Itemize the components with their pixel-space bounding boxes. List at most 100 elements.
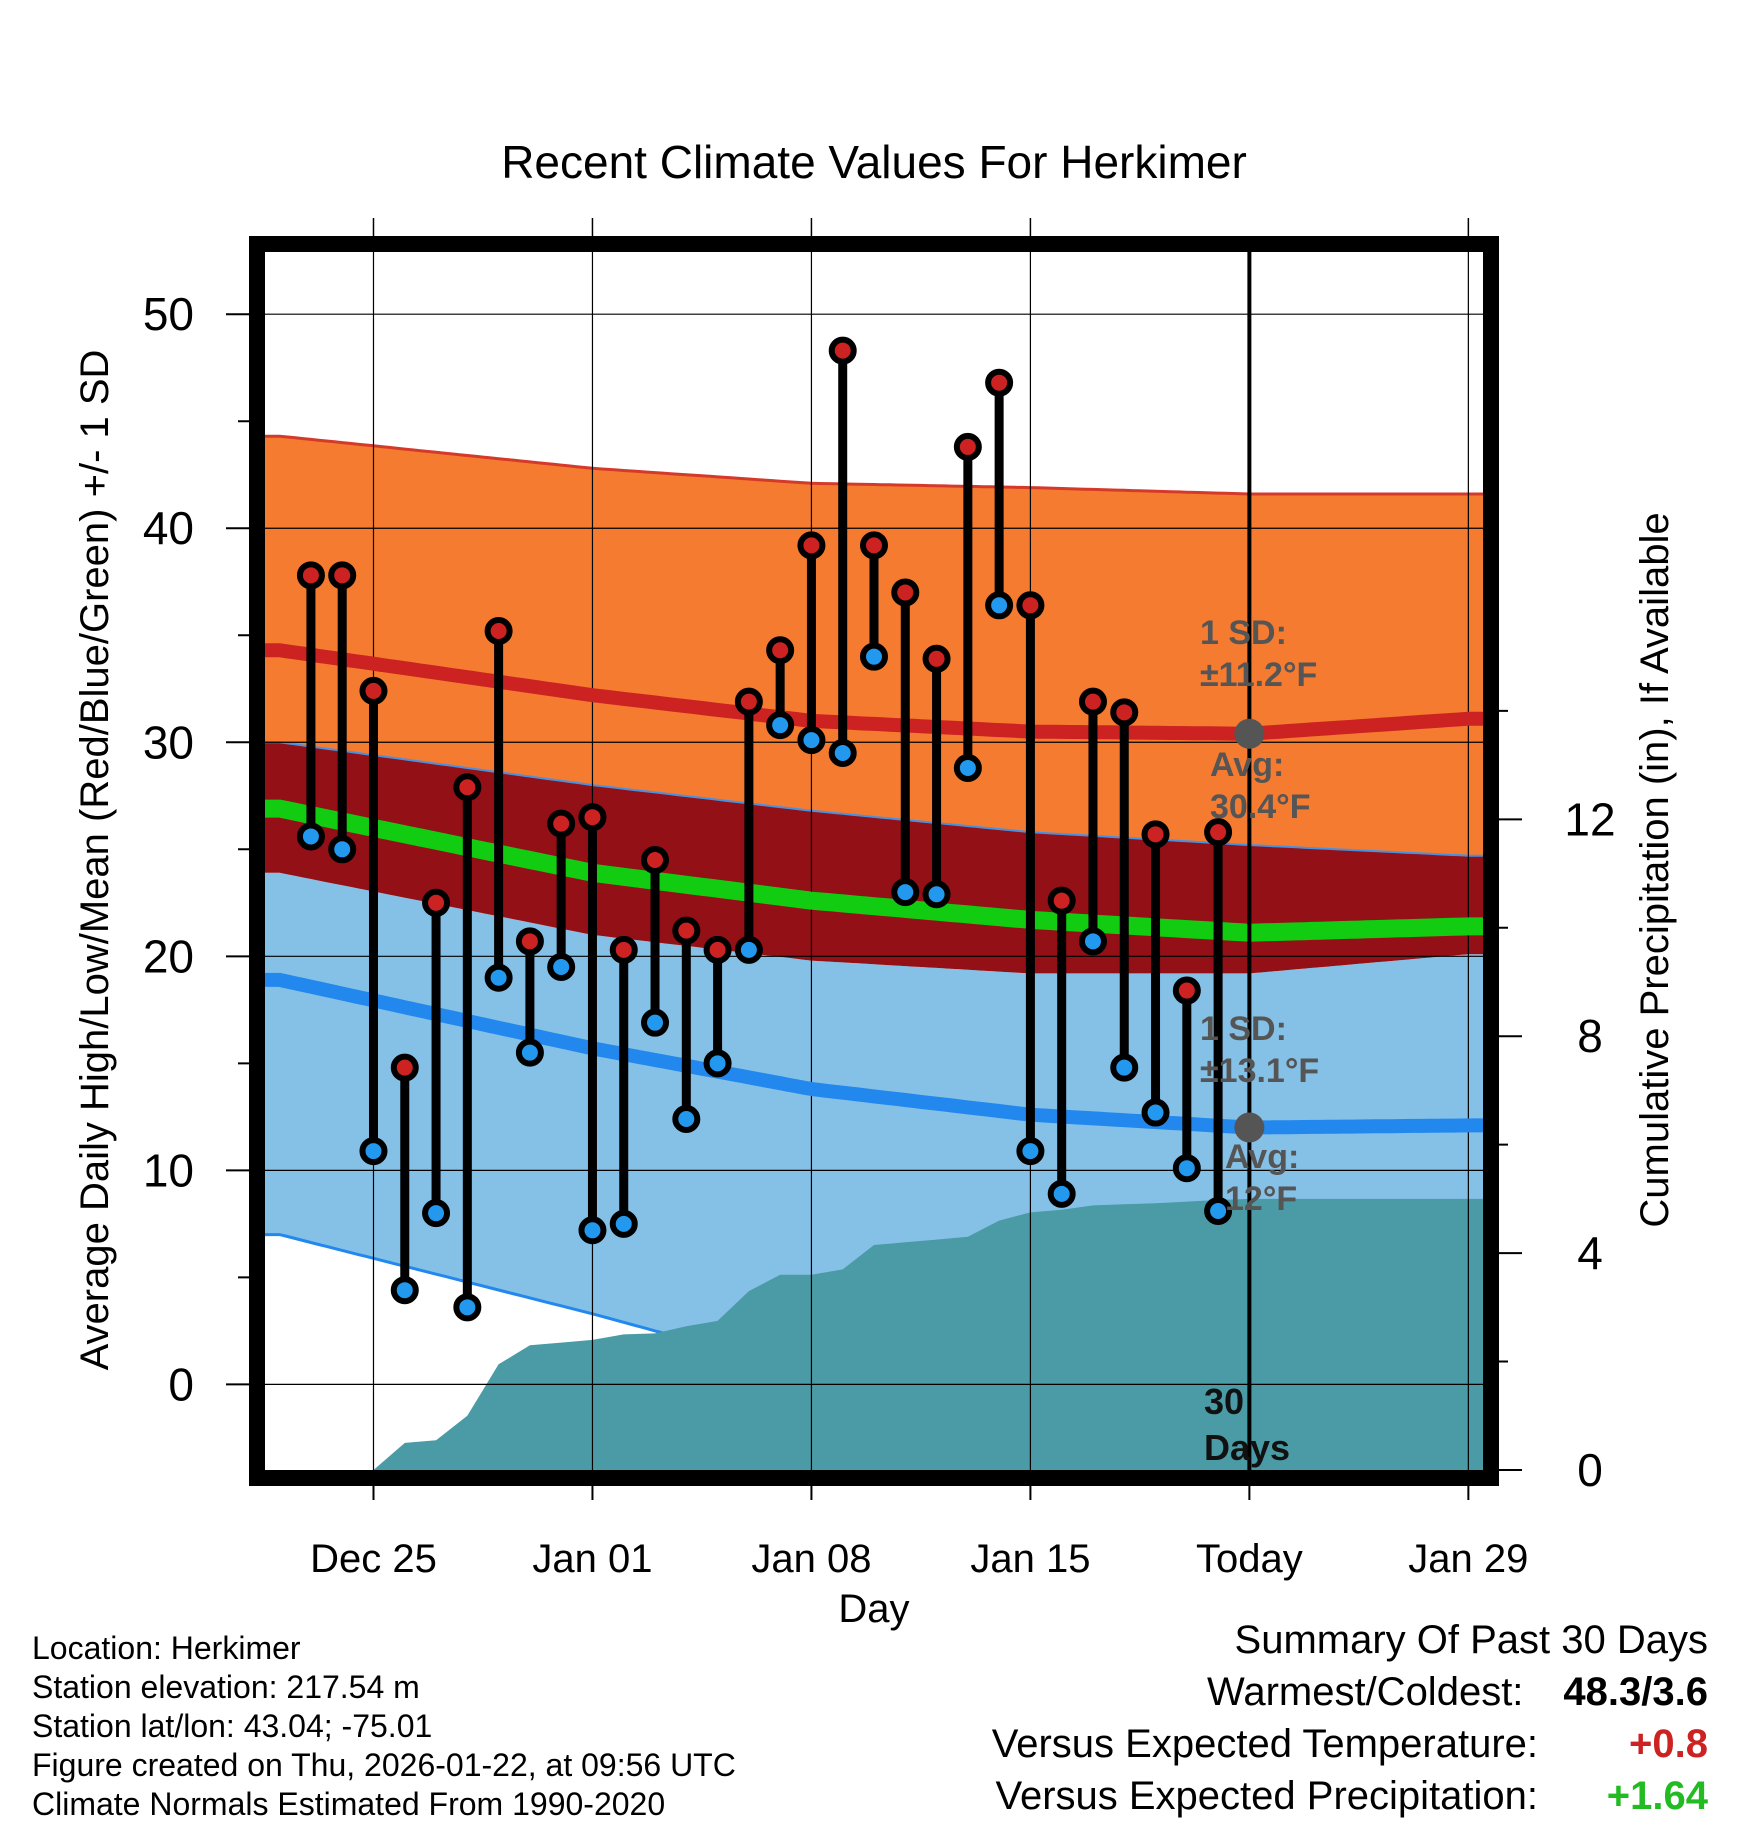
overlap-band bbox=[264, 742, 1484, 974]
chart-title: Recent Climate Values For Herkimer bbox=[501, 136, 1247, 188]
daily-low-point bbox=[734, 935, 763, 964]
daily-low-point bbox=[797, 726, 826, 755]
daily-low-point bbox=[985, 591, 1014, 620]
daily-high-point bbox=[641, 846, 670, 874]
plot-frame bbox=[249, 236, 1499, 1486]
daily-markers bbox=[296, 336, 1233, 1322]
summary-temp-label: Versus Expected Temperature: bbox=[991, 1722, 1538, 1766]
y-tick-label: 20 bbox=[143, 930, 194, 982]
daily-high-point bbox=[1204, 818, 1233, 847]
info-elevation: Station elevation: 217.54 m bbox=[32, 1669, 420, 1705]
summary-warm-cold-label: Warmest/Coldest: bbox=[1207, 1670, 1524, 1714]
daily-high-point bbox=[1172, 976, 1201, 1005]
daily-low-point bbox=[1110, 1053, 1139, 1082]
daily-low-point bbox=[828, 738, 857, 767]
summary-precipitation: Versus Expected Precipitation: +1.64 bbox=[995, 1774, 1708, 1819]
daily-high-point bbox=[828, 336, 857, 365]
summary-warm-cold-value: 48.3/3.6 bbox=[1563, 1670, 1708, 1714]
x-tick-label: Jan 15 bbox=[970, 1537, 1090, 1581]
summary-temp-value: +0.8 bbox=[1629, 1722, 1708, 1766]
today-low-avg-dot bbox=[1234, 1112, 1265, 1143]
plot-area bbox=[264, 434, 1484, 1470]
daily-high-point bbox=[734, 687, 763, 716]
y-tick-label: 50 bbox=[143, 288, 194, 340]
daily-low-point bbox=[1078, 927, 1107, 956]
daily-low-point bbox=[296, 822, 325, 851]
right-axis-ticks: 0 4 8 12 bbox=[1491, 709, 1616, 1496]
y2-tick-label: 12 bbox=[1564, 793, 1615, 845]
daily-low-point bbox=[390, 1276, 419, 1305]
daily-high-point bbox=[1110, 698, 1139, 727]
daily-low-point bbox=[578, 1216, 607, 1245]
daily-high-point bbox=[891, 578, 920, 607]
daily-low-point bbox=[922, 880, 951, 909]
daily-low-point bbox=[672, 1104, 701, 1133]
x-tick-label: Dec 25 bbox=[310, 1537, 437, 1581]
y-tick-label: 30 bbox=[143, 716, 194, 768]
window-days-label: Days bbox=[1204, 1427, 1290, 1468]
daily-low-point bbox=[1047, 1179, 1076, 1208]
daily-low-point bbox=[641, 1008, 670, 1037]
daily-high-point bbox=[453, 773, 482, 802]
daily-low-point bbox=[703, 1049, 732, 1078]
daily-high-point bbox=[578, 803, 607, 832]
daily-high-point bbox=[515, 927, 544, 956]
daily-low-point bbox=[860, 642, 888, 671]
x-tick-label: Jan 08 bbox=[751, 1537, 871, 1581]
daily-high-point bbox=[922, 644, 951, 673]
y-tick-label: 40 bbox=[143, 502, 194, 554]
daily-low-point bbox=[609, 1209, 638, 1238]
left-axis-ticks: 0 10 20 30 40 50 bbox=[143, 288, 257, 1410]
bottom-axis-ticks: Dec 25 Jan 01 Jan 08 Jan 15 Today Jan 29 bbox=[310, 1478, 1528, 1581]
daily-high-point bbox=[703, 935, 732, 964]
summary-temperature: Versus Expected Temperature: +0.8 bbox=[992, 1722, 1708, 1767]
daily-high-point bbox=[296, 561, 325, 590]
daily-high-point bbox=[672, 916, 701, 945]
daily-high-point bbox=[860, 531, 888, 560]
daily-high-point bbox=[797, 531, 826, 560]
info-location: Location: Herkimer bbox=[32, 1630, 301, 1666]
y2-tick-label: 4 bbox=[1577, 1227, 1603, 1279]
daily-low-point bbox=[953, 753, 982, 782]
daily-high-point bbox=[985, 368, 1014, 397]
daily-low-point bbox=[1204, 1197, 1233, 1226]
high-avg-label: Avg: bbox=[1210, 746, 1284, 784]
window-days-number: 30 bbox=[1204, 1381, 1244, 1422]
high-sd-lower-edge bbox=[264, 741, 1484, 857]
daily-low-point bbox=[328, 835, 357, 864]
x-tick-label: Today bbox=[1196, 1537, 1303, 1581]
daily-high-point bbox=[390, 1053, 419, 1082]
daily-high-point bbox=[766, 636, 795, 665]
info-normals: Climate Normals Estimated From 1990-2020 bbox=[32, 1786, 666, 1822]
low-sd-label: 1 SD: bbox=[1200, 1010, 1287, 1048]
high-sd-value: ±11.2°F bbox=[1200, 656, 1317, 694]
summary-warm-cold: Warmest/Coldest: 48.3/3.6 bbox=[1207, 1670, 1708, 1715]
daily-low-point bbox=[453, 1293, 482, 1322]
daily-low-point bbox=[1141, 1098, 1170, 1127]
daily-low-point bbox=[891, 878, 920, 907]
daily-low-point bbox=[422, 1199, 451, 1228]
info-latlon: Station lat/lon: 43.04; -75.01 bbox=[32, 1708, 433, 1744]
daily-low-point bbox=[766, 711, 795, 740]
daily-high-point bbox=[1047, 886, 1076, 915]
daily-high-point bbox=[422, 888, 451, 917]
info-created: Figure created on Thu, 2026-01-22, at 09… bbox=[32, 1747, 736, 1783]
summary-precip-label: Versus Expected Precipitation: bbox=[995, 1774, 1538, 1818]
y2-axis-label: Cumulative Precipitation (in), If Availa… bbox=[1633, 512, 1677, 1227]
daily-high-point bbox=[953, 432, 982, 461]
high-sd-label: 1 SD: bbox=[1200, 614, 1287, 652]
y-tick-label: 0 bbox=[168, 1358, 194, 1410]
high-avg-value: 30.4°F bbox=[1210, 788, 1311, 826]
daily-low-point bbox=[515, 1038, 544, 1067]
today-high-avg-dot bbox=[1234, 718, 1265, 749]
daily-high-point bbox=[1016, 591, 1045, 620]
daily-high-point bbox=[547, 809, 576, 838]
daily-low-point bbox=[1172, 1154, 1201, 1183]
daily-low-point bbox=[484, 963, 513, 992]
x-tick-label: Jan 01 bbox=[532, 1537, 652, 1581]
summary-precip-value: +1.64 bbox=[1606, 1774, 1708, 1818]
y2-tick-label: 8 bbox=[1577, 1010, 1603, 1062]
daily-high-point bbox=[484, 616, 513, 645]
daily-high-point bbox=[328, 561, 357, 590]
